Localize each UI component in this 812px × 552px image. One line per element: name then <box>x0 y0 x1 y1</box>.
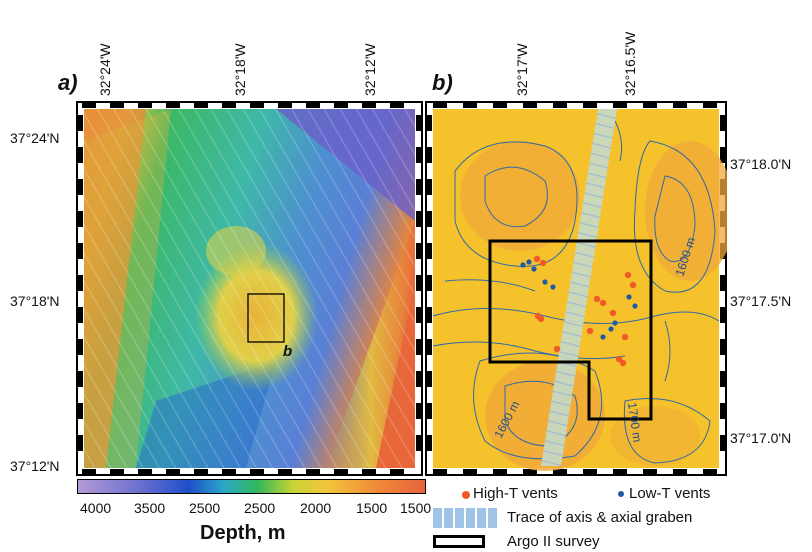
axis-trace-legend-swatch <box>433 508 499 528</box>
high-t-vent <box>609 309 617 317</box>
panel-a-top-tick-2: 32°18'W <box>232 43 248 96</box>
low-t-vent <box>542 279 548 285</box>
panel-a-left-tick-3: 37°12'N <box>10 458 60 474</box>
low-t-legend-label: Low-T vents <box>629 485 711 502</box>
high-t-vent <box>537 315 545 323</box>
high-t-vent <box>615 355 623 363</box>
high-t-vent <box>553 345 561 353</box>
colorbar-tick-4: 2500 <box>244 500 276 516</box>
low-t-vent-markers <box>520 259 638 340</box>
low-t-vent <box>632 303 638 309</box>
low-t-vent <box>526 259 532 265</box>
high-t-vent <box>586 327 594 335</box>
panel-a-letter: a) <box>58 70 78 95</box>
high-t-vent <box>593 295 601 303</box>
panel-b-right-tick-1: 37°18.0'N <box>730 156 792 172</box>
inset-label: b <box>283 343 293 360</box>
high-t-vent <box>619 359 627 367</box>
low-t-vent <box>608 326 614 332</box>
high-t-vent <box>629 281 637 289</box>
axis-trace <box>541 109 617 466</box>
low-t-vent <box>612 320 618 326</box>
panel-b-top-tick-2: 32°16.5'W <box>622 31 638 96</box>
panel-b-top-tick-1: 32°17'W <box>514 43 530 96</box>
bathymetry-map-b: 1600 m 1600 m 1700 m <box>425 101 727 476</box>
high-t-legend-label: High-T vents <box>473 485 558 502</box>
argo-legend-swatch <box>433 535 485 548</box>
panel-a-top-tick-3: 32°12'W <box>362 43 378 96</box>
argo-legend-label: Argo II survey <box>507 533 600 550</box>
colorbar-tick-5: 2000 <box>300 500 332 516</box>
high-t-vent <box>624 271 632 279</box>
colorbar-tick-1: 4000 <box>80 500 112 516</box>
low-t-vent <box>600 334 606 340</box>
panel-a-left-tick-1: 37°24'N <box>10 130 60 146</box>
colorbar-title: Depth, m <box>200 522 286 544</box>
bathymetry-map-a <box>76 101 423 476</box>
low-t-legend-dot <box>618 491 624 497</box>
low-t-vent <box>531 266 537 272</box>
contour-label-1700: 1700 m <box>625 401 644 443</box>
high-t-vent-markers <box>533 255 637 367</box>
high-t-vent <box>621 333 629 341</box>
argo-survey-outline <box>488 239 653 421</box>
low-t-vent <box>626 294 632 300</box>
axis-trace-legend-label: Trace of axis & axial graben <box>507 509 693 526</box>
colorbar-tick-3: 2500 <box>189 500 221 516</box>
panel-b-right-tick-3: 37°17.0'N <box>730 430 792 446</box>
panel-a-left-tick-2: 37°18'N <box>10 293 60 309</box>
panel-b-right-tick-2: 37°17.5'N <box>730 293 792 309</box>
depth-colorbar <box>77 479 426 494</box>
high-t-vent <box>533 255 541 263</box>
colorbar-tick-7: 1500 <box>400 500 432 516</box>
high-t-vent <box>539 259 547 267</box>
high-t-vent <box>599 299 607 307</box>
colorbar-tick-2: 3500 <box>134 500 166 516</box>
colorbar-tick-6: 1500 <box>356 500 388 516</box>
inset-box <box>247 293 285 343</box>
panel-b-letter: b) <box>432 70 453 95</box>
low-t-vent <box>520 262 526 268</box>
panel-a-top-tick-1: 32°24'W <box>97 43 113 96</box>
high-t-legend-dot <box>462 491 470 499</box>
low-t-vent <box>550 284 556 290</box>
